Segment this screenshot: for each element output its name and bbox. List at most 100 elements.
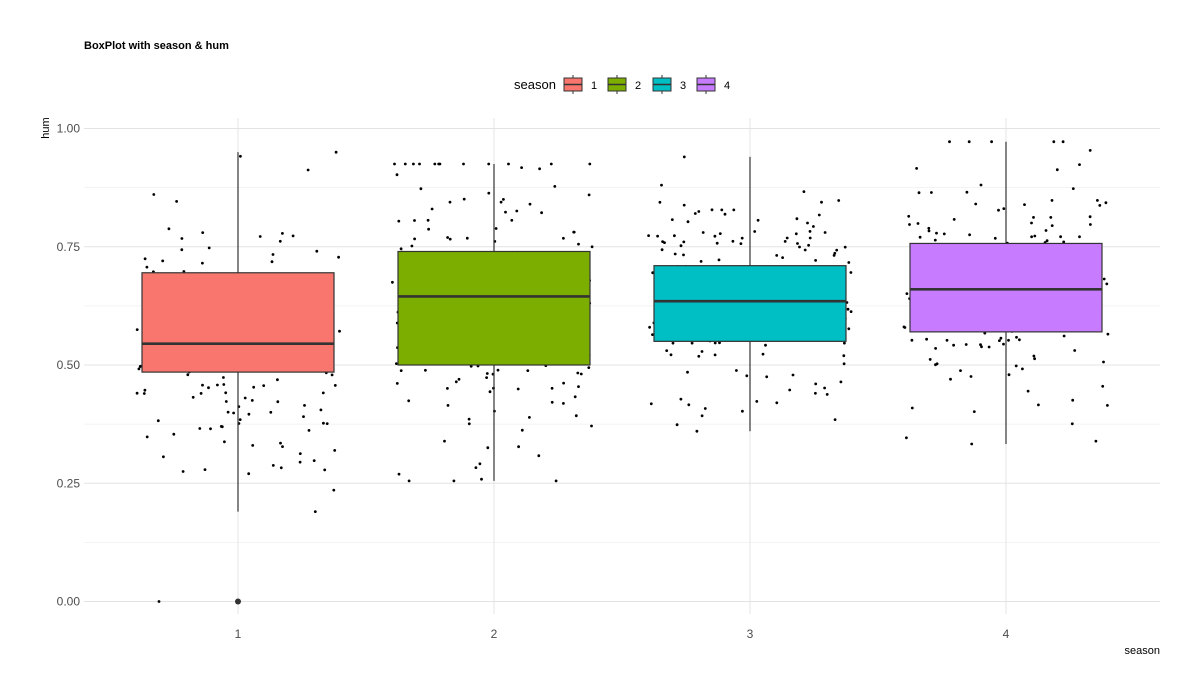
jitter-point [576, 371, 580, 375]
jitter-point [247, 472, 251, 476]
jitter-point [562, 236, 565, 240]
jitter-point [407, 399, 411, 403]
box-season-2 [397, 163, 591, 481]
jitter-point [488, 390, 492, 394]
jitter-point [682, 240, 686, 244]
jitter-point [487, 191, 491, 195]
jitter-point [224, 400, 228, 403]
jitter-point [1014, 364, 1018, 368]
jitter-point [298, 460, 302, 464]
jitter-point [740, 236, 744, 240]
jitter-point [1033, 234, 1037, 238]
jitter-point [448, 200, 452, 204]
jitter-point [990, 140, 993, 144]
jitter-point [802, 190, 806, 194]
jitter-point [970, 442, 974, 446]
y-tick-label: 1.00 [57, 122, 81, 136]
jitter-point [679, 397, 683, 401]
x-tick-label: 3 [747, 627, 754, 641]
jitter-point [1037, 403, 1040, 407]
jitter-point [1071, 398, 1075, 402]
jitter-point [917, 191, 921, 195]
jitter-point [418, 162, 421, 166]
jitter-point [528, 202, 532, 206]
jitter-point [143, 257, 147, 261]
jitter-point [952, 218, 956, 221]
jitter-point [682, 155, 686, 159]
jitter-point [715, 241, 719, 245]
jitter-point [322, 421, 325, 425]
box-season-3 [653, 156, 847, 432]
jitter-point [587, 193, 591, 197]
jitter-point [223, 440, 226, 444]
jitter-point [1032, 354, 1036, 358]
jitter-point [948, 140, 951, 144]
jitter-point [504, 210, 507, 214]
jitter-point [775, 254, 779, 257]
jitter-point [1026, 389, 1030, 393]
jitter-point [281, 232, 284, 235]
jitter-point [399, 369, 403, 372]
outlier-point [235, 598, 241, 605]
jitter-point [775, 401, 779, 405]
jitter-point [538, 167, 541, 171]
jitter-point [849, 310, 853, 313]
jitter-point [419, 187, 423, 191]
jitter-point [916, 222, 920, 225]
jitter-point [843, 245, 847, 249]
jitter-point [334, 150, 338, 154]
jitter-point [209, 427, 212, 431]
jitter-point [138, 365, 142, 368]
jitter-point [307, 429, 311, 432]
jitter-point [651, 271, 655, 275]
jitter-point [201, 231, 205, 235]
jitter-point [156, 419, 160, 423]
jitter-point [216, 383, 219, 387]
jitter-point [554, 479, 558, 483]
jitter-point [588, 162, 592, 166]
jitter-point [1062, 240, 1066, 244]
jitter-point [791, 373, 795, 377]
jitter-point [198, 427, 202, 430]
jitter-point [1102, 360, 1105, 364]
jitter-point [795, 217, 799, 221]
jitter-point [700, 414, 704, 418]
jitter-point [315, 249, 319, 253]
jitter-point [467, 422, 471, 426]
jitter-point [720, 208, 724, 212]
jitter-point [842, 362, 846, 366]
jitter-point [485, 372, 489, 375]
jitter-point [735, 369, 738, 372]
jitter-point [201, 261, 204, 265]
jitter-point [794, 232, 798, 236]
jitter-point [1033, 357, 1036, 361]
jitter-point [516, 387, 520, 391]
jitter-point [980, 345, 983, 349]
x-tick-label: 1 [235, 627, 242, 641]
jitter-point [935, 231, 938, 235]
jitter-point [703, 407, 707, 410]
jitter-point [1052, 140, 1056, 144]
jitter-point [1030, 221, 1033, 225]
jitter-point [333, 384, 337, 387]
jitter-point [718, 232, 722, 236]
jitter-point [823, 386, 826, 390]
jitter-point [574, 414, 578, 418]
jitter-point [577, 385, 580, 388]
jitter-point [467, 417, 471, 421]
jitter-point [143, 388, 147, 392]
jitter-point [832, 254, 836, 257]
jitter-point [258, 235, 262, 238]
jitter-point [679, 244, 683, 248]
box-body [653, 265, 847, 342]
y-tick-label: 0.50 [57, 358, 81, 372]
jitter-point [814, 391, 817, 395]
jitter-point [807, 243, 810, 247]
jitter-point [927, 229, 931, 233]
jitter-point [302, 415, 305, 418]
jitter-point [1070, 422, 1074, 426]
jitter-point [1044, 229, 1048, 232]
box-body [909, 242, 1103, 333]
jitter-point [927, 226, 931, 230]
jitter-point [661, 240, 664, 244]
